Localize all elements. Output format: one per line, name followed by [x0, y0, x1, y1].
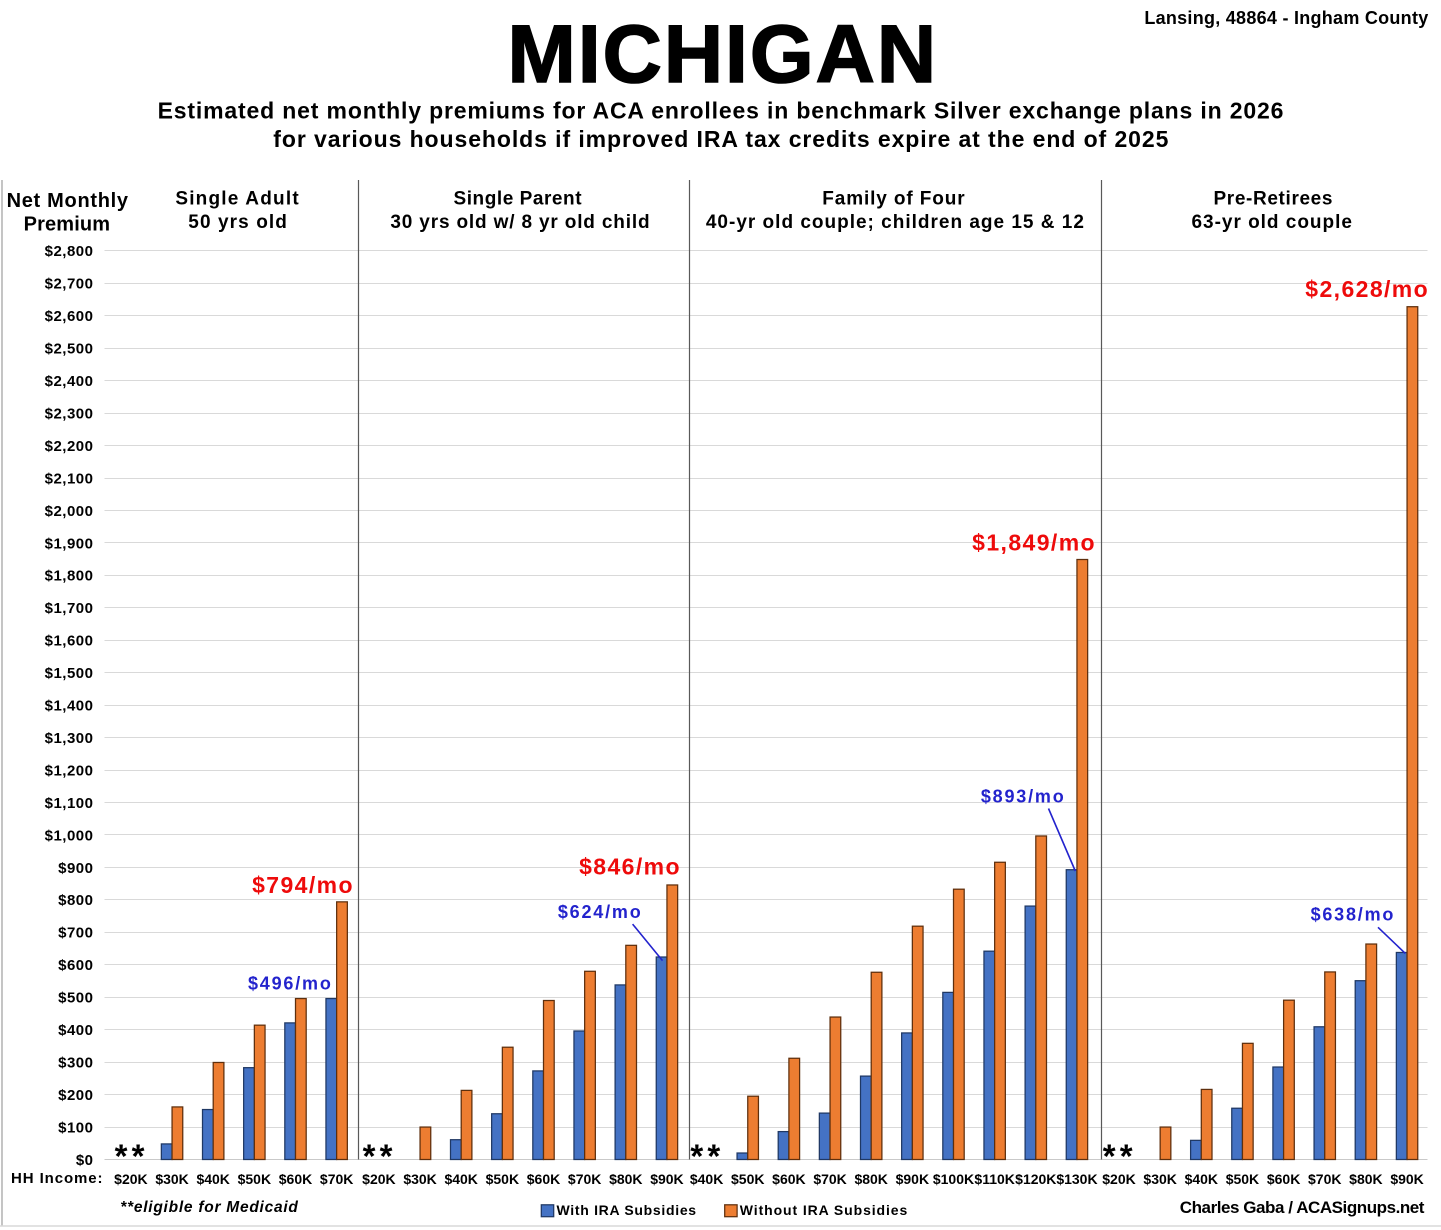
svg-text:$2,600: $2,600	[45, 308, 94, 325]
svg-text:$40K: $40K	[444, 1171, 477, 1187]
svg-text:$1,849/mo: $1,849/mo	[972, 529, 1096, 555]
svg-text:$496/mo: $496/mo	[248, 974, 333, 994]
svg-text:50 yrs old: 50 yrs old	[188, 212, 288, 233]
svg-text:40-yr old couple; children age: 40-yr old couple; children age 15 & 12	[706, 212, 1085, 233]
svg-text:$0: $0	[76, 1152, 94, 1169]
svg-text:$1,000: $1,000	[45, 827, 94, 844]
svg-text:**eligible for Medicaid: **eligible for Medicaid	[120, 1199, 298, 1216]
svg-text:$80K: $80K	[854, 1171, 887, 1187]
svg-text:$1,900: $1,900	[45, 535, 94, 552]
svg-text:$1,200: $1,200	[45, 762, 94, 779]
svg-text:$2,700: $2,700	[45, 276, 94, 293]
svg-text:$50K: $50K	[1226, 1171, 1259, 1187]
svg-text:$20K: $20K	[1102, 1171, 1135, 1187]
svg-text:$1,600: $1,600	[45, 633, 94, 650]
svg-text:$2,300: $2,300	[45, 405, 94, 422]
svg-text:Net Monthly: Net Monthly	[7, 190, 129, 212]
svg-text:$100K: $100K	[933, 1171, 974, 1187]
svg-text:$60K: $60K	[527, 1171, 560, 1187]
svg-text:$200: $200	[58, 1087, 93, 1104]
svg-text:With IRA Subsidies: With IRA Subsidies	[557, 1202, 697, 1218]
svg-text:$90K: $90K	[1390, 1171, 1423, 1187]
svg-text:Estimated net monthly premiums: Estimated net monthly premiums for ACA e…	[158, 97, 1285, 123]
svg-text:$2,400: $2,400	[45, 373, 94, 390]
svg-text:$30K: $30K	[1143, 1171, 1176, 1187]
svg-text:$50K: $50K	[238, 1171, 271, 1187]
svg-text:**: **	[363, 1138, 397, 1175]
svg-text:Lansing, 48864 - Ingham County: Lansing, 48864 - Ingham County	[1144, 8, 1428, 28]
svg-text:$1,700: $1,700	[45, 600, 94, 617]
svg-text:$60K: $60K	[772, 1171, 805, 1187]
svg-text:$30K: $30K	[403, 1171, 436, 1187]
svg-text:Charles Gaba / ACASignups.net: Charles Gaba / ACASignups.net	[1180, 1198, 1425, 1217]
svg-text:$40K: $40K	[1185, 1171, 1218, 1187]
svg-text:Single Parent: Single Parent	[454, 189, 583, 210]
svg-text:$400: $400	[58, 1022, 93, 1039]
svg-text:$130K: $130K	[1056, 1171, 1097, 1187]
svg-text:$2,500: $2,500	[45, 341, 94, 358]
svg-text:$846/mo: $846/mo	[579, 854, 681, 880]
svg-text:$300: $300	[58, 1054, 93, 1071]
svg-text:$70K: $70K	[568, 1171, 601, 1187]
svg-text:$60K: $60K	[279, 1171, 312, 1187]
svg-text:$80K: $80K	[609, 1171, 642, 1187]
svg-text:$2,000: $2,000	[45, 503, 94, 520]
svg-text:$794/mo: $794/mo	[252, 872, 354, 898]
svg-text:**: **	[1103, 1138, 1137, 1175]
svg-text:$50K: $50K	[731, 1171, 764, 1187]
svg-text:MICHIGAN: MICHIGAN	[508, 9, 939, 100]
svg-text:$50K: $50K	[486, 1171, 519, 1187]
svg-text:$70K: $70K	[813, 1171, 846, 1187]
svg-text:Family of Four: Family of Four	[822, 189, 965, 210]
svg-text:HH Income:: HH Income:	[11, 1170, 103, 1187]
svg-text:$80K: $80K	[1349, 1171, 1382, 1187]
svg-text:$40K: $40K	[690, 1171, 723, 1187]
svg-text:$70K: $70K	[1308, 1171, 1341, 1187]
svg-text:$30K: $30K	[155, 1171, 188, 1187]
svg-text:$893/mo: $893/mo	[981, 787, 1066, 807]
svg-text:$624/mo: $624/mo	[558, 902, 643, 922]
svg-text:63-yr old couple: 63-yr old couple	[1192, 212, 1353, 233]
svg-text:$1,100: $1,100	[45, 795, 94, 812]
svg-text:$1,800: $1,800	[45, 568, 94, 585]
svg-text:$110K: $110K	[974, 1171, 1014, 1187]
svg-text:$20K: $20K	[114, 1171, 147, 1187]
svg-text:**: **	[690, 1138, 724, 1175]
svg-text:$90K: $90K	[650, 1171, 683, 1187]
svg-text:Premium: Premium	[24, 214, 111, 236]
svg-text:$2,200: $2,200	[45, 438, 94, 455]
svg-text:$638/mo: $638/mo	[1311, 905, 1396, 925]
svg-text:$900: $900	[58, 860, 93, 877]
svg-text:$60K: $60K	[1267, 1171, 1300, 1187]
svg-text:$100: $100	[58, 1119, 93, 1136]
svg-text:Pre-Retirees: Pre-Retirees	[1213, 189, 1333, 210]
svg-text:$2,628/mo: $2,628/mo	[1305, 276, 1429, 302]
svg-text:$90K: $90K	[896, 1171, 929, 1187]
svg-text:for various households if impr: for various households if improved IRA t…	[273, 126, 1169, 152]
svg-text:$1,400: $1,400	[45, 698, 94, 715]
svg-text:$40K: $40K	[196, 1171, 229, 1187]
svg-text:$2,800: $2,800	[45, 243, 94, 260]
svg-text:$800: $800	[58, 892, 93, 909]
svg-text:$700: $700	[58, 925, 93, 942]
svg-text:$500: $500	[58, 990, 93, 1007]
svg-text:$1,500: $1,500	[45, 665, 94, 682]
svg-text:Without IRA Subsidies: Without IRA Subsidies	[740, 1202, 908, 1218]
svg-text:**: **	[115, 1138, 149, 1175]
svg-text:$20K: $20K	[362, 1171, 395, 1187]
svg-text:$1,300: $1,300	[45, 730, 94, 747]
svg-text:$120K: $120K	[1015, 1171, 1056, 1187]
svg-text:30 yrs old w/ 8 yr old child: 30 yrs old w/ 8 yr old child	[390, 212, 650, 233]
svg-text:$70K: $70K	[320, 1171, 353, 1187]
svg-text:$600: $600	[58, 957, 93, 974]
svg-text:Single Adult: Single Adult	[175, 189, 300, 210]
svg-text:$2,100: $2,100	[45, 470, 94, 487]
